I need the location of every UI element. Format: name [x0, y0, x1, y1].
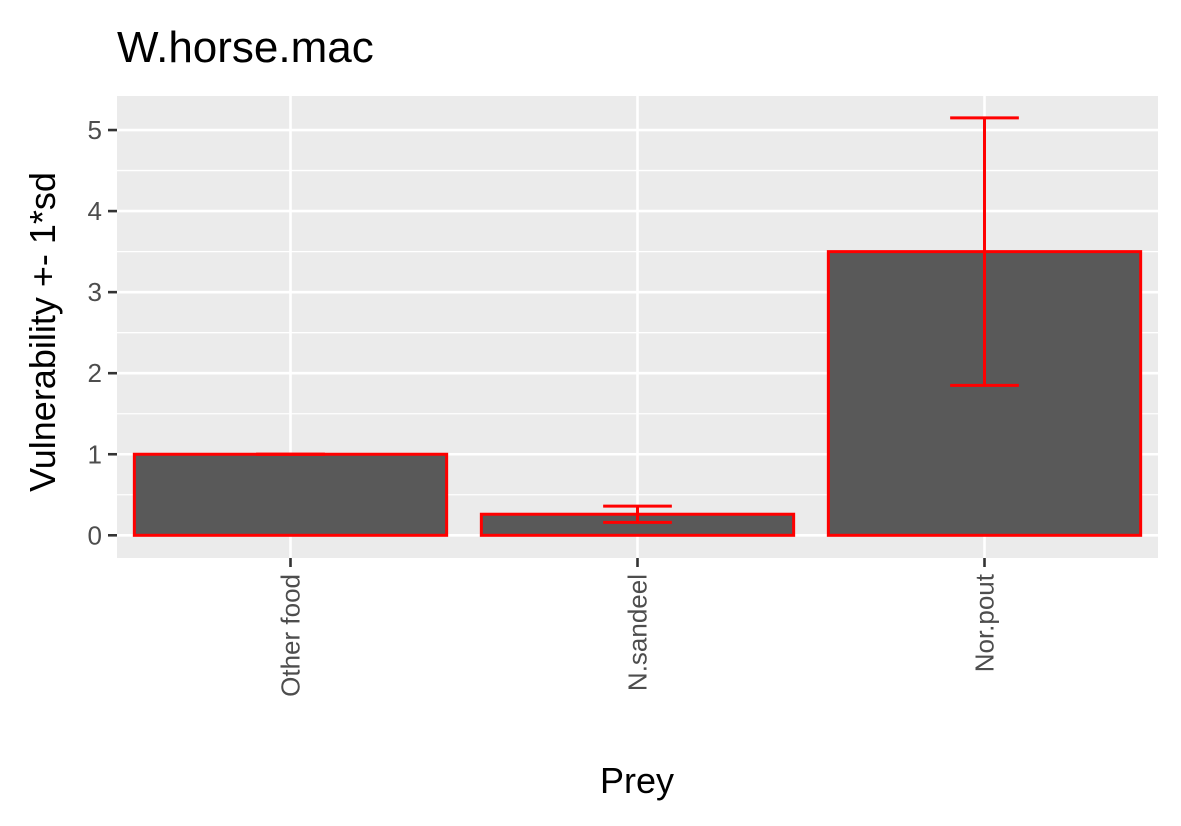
- y-tick-label: 5: [88, 115, 102, 145]
- y-tick-label: 0: [88, 520, 102, 550]
- y-axis-title: Vulnerability +- 1*sd: [22, 172, 63, 492]
- x-tick-label: N.sandeel: [623, 574, 653, 691]
- x-axis: Other food N.sandeel Nor.pout: [276, 558, 1000, 697]
- bars: [132, 250, 1143, 537]
- chart-title: W.horse.mac: [117, 23, 374, 72]
- x-tick-label: Nor.pout: [970, 573, 1000, 672]
- x-axis-title: Prey: [600, 760, 674, 801]
- y-tick-label: 3: [88, 277, 102, 307]
- x-tick-label: Other food: [276, 574, 306, 697]
- y-tick-label: 2: [88, 358, 102, 388]
- error-bars: [256, 116, 1019, 524]
- y-axis: 0 1 2 3 4 5: [88, 115, 117, 550]
- bar: [132, 452, 449, 537]
- y-tick-label: 4: [88, 196, 102, 226]
- y-tick-label: 1: [88, 439, 102, 469]
